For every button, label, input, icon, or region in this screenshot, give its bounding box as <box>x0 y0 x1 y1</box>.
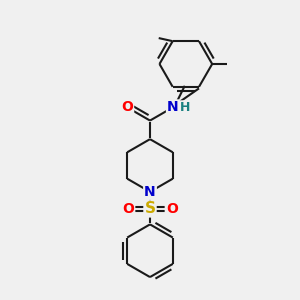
Text: H: H <box>179 101 190 114</box>
Text: S: S <box>145 201 155 216</box>
Text: O: O <box>166 202 178 216</box>
Text: O: O <box>122 202 134 216</box>
Text: N: N <box>167 100 178 114</box>
Text: O: O <box>121 100 133 114</box>
Text: N: N <box>144 185 156 199</box>
